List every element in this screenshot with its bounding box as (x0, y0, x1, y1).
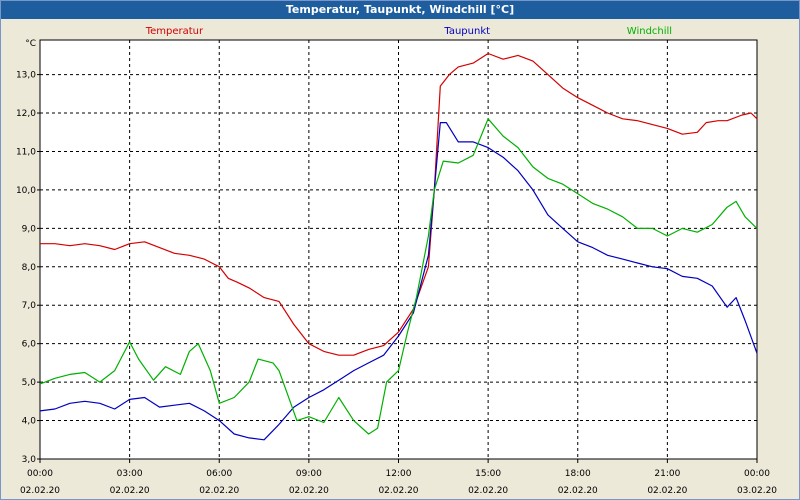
x-tick-time: 00:00 (27, 469, 53, 479)
series-line-taupunkt (39, 122, 758, 441)
x-tick-date: 02.02.20 (110, 486, 150, 496)
x-tick-time: 18:00 (565, 469, 591, 479)
y-tick-label: 12,0 (16, 109, 36, 119)
x-tick-time: 09:00 (296, 469, 322, 479)
x-tick-date: 02.02.20 (468, 486, 508, 496)
x-tick-time: 21:00 (654, 469, 680, 479)
plot-frame (39, 39, 758, 460)
x-tick-time: 03:00 (117, 469, 143, 479)
x-tick-time: 00:00 (744, 469, 770, 479)
x-tick-date: 02.02.20 (289, 486, 329, 496)
y-tick-label: 8,0 (22, 263, 37, 273)
y-tick-label: 4,0 (22, 417, 37, 427)
legend-temperatur: Temperatur (145, 26, 204, 37)
y-tick-label: 9,0 (22, 224, 37, 234)
x-tick-date: 02.02.20 (647, 486, 687, 496)
y-tick-label: 6,0 (22, 340, 37, 350)
legend-taupunkt: Taupunkt (443, 26, 490, 37)
x-tick-time: 15:00 (475, 469, 501, 479)
y-axis-label: °C (25, 39, 36, 49)
y-tick-label: 13,0 (16, 71, 36, 81)
y-tick-label: 3,0 (22, 455, 37, 465)
y-tick-label: 7,0 (22, 301, 37, 311)
x-tick-date: 02.02.20 (20, 486, 60, 496)
x-tick-time: 12:00 (386, 469, 412, 479)
legend-windchill: Windchill (627, 26, 672, 37)
window-title: Temperatur, Taupunkt, Windchill [°C] (1, 1, 799, 19)
x-tick-date: 03.02.20 (737, 486, 777, 496)
x-tick-date: 02.02.20 (558, 486, 598, 496)
x-tick-time: 06:00 (206, 469, 232, 479)
x-tick-date: 02.02.20 (378, 486, 418, 496)
y-tick-label: 5,0 (22, 378, 37, 388)
y-tick-label: 10,0 (16, 186, 36, 196)
x-tick-date: 02.02.20 (199, 486, 239, 496)
y-tick-label: 11,0 (16, 147, 36, 157)
series-line-temperatur (40, 52, 758, 356)
series-line-windchill (39, 118, 758, 435)
